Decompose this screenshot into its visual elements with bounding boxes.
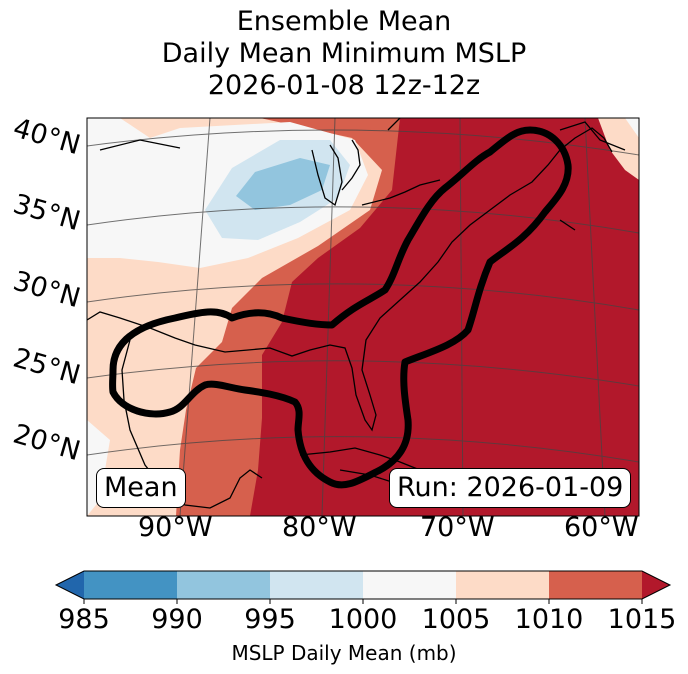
colorbar-segment-1010-1015 xyxy=(549,571,643,599)
colorbar-tick-label-985: 985 xyxy=(58,604,110,635)
colorbar-segment-1005-1010 xyxy=(456,571,550,599)
title-line-3: 2026-01-08 12z-12z xyxy=(207,70,481,101)
mean-label-box: Mean xyxy=(96,468,186,508)
colorbar-segment-985-990 xyxy=(84,571,178,599)
colorbar-extend-low xyxy=(56,571,84,599)
colorbar-extend-high xyxy=(642,571,670,599)
colorbar-tick-label-1015: 1015 xyxy=(607,604,677,635)
lon-label-90w: 90°W xyxy=(138,512,213,543)
lon-label-80w: 80°W xyxy=(282,512,357,543)
colorbar-segment-995-1000 xyxy=(270,571,364,599)
field-995-1000-ne xyxy=(625,118,639,138)
colorbar-tick-label-990: 990 xyxy=(151,604,203,635)
colorbar-label: MSLP Daily Mean (mb) xyxy=(231,641,457,665)
colorbar-segment-990-995 xyxy=(177,571,271,599)
lon-label-60w: 60°W xyxy=(564,512,639,543)
colorbar-tick-label-995: 995 xyxy=(244,604,296,635)
colorbar xyxy=(54,570,672,604)
map-panel xyxy=(87,118,639,516)
run-label-box: Run: 2026-01-09 xyxy=(389,468,632,508)
mean-contour xyxy=(109,126,572,489)
field-985-990 xyxy=(236,158,330,210)
colorbar-tick-label-1000: 1000 xyxy=(328,604,398,635)
colorbar-segment-1000-1005 xyxy=(363,571,457,599)
title-line-1: Ensemble Mean xyxy=(236,6,452,37)
lon-label-70w: 70°W xyxy=(420,512,495,543)
map-frame xyxy=(86,117,640,517)
colorbar-tick-label-1010: 1010 xyxy=(514,604,584,635)
field-995-1000-sw xyxy=(87,420,110,516)
colorbar-tick-label-1005: 1005 xyxy=(421,604,491,635)
title-line-2: Daily Mean Minimum MSLP xyxy=(161,38,527,69)
field-1000-1005-ne xyxy=(598,118,639,180)
